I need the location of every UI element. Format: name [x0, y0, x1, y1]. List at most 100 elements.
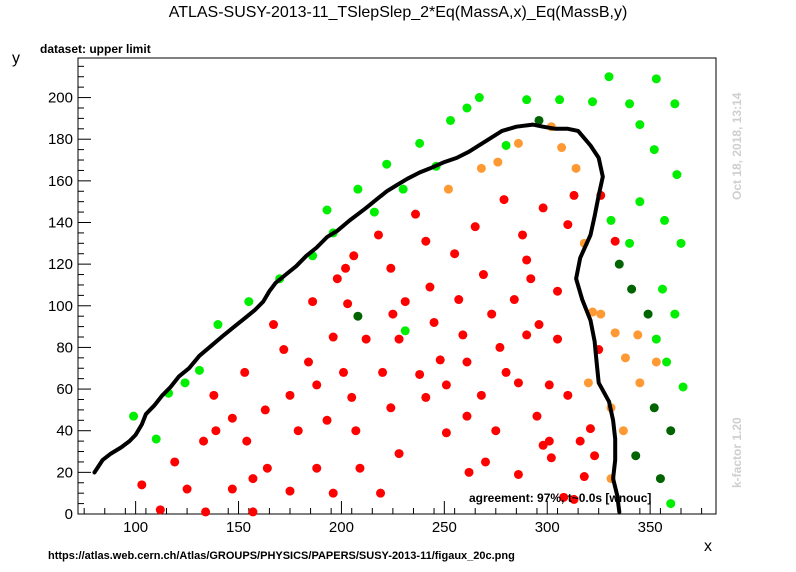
data-point-dark-green [655, 474, 665, 484]
data-point-bright-green [194, 365, 204, 375]
y-tick-label: 60 [56, 381, 73, 398]
data-point-red [415, 369, 425, 379]
data-point-bright-green [604, 72, 614, 82]
data-point-red [435, 355, 445, 365]
data-point-red [575, 436, 585, 446]
data-point-bright-green [657, 284, 667, 294]
data-point-red [351, 426, 361, 436]
data-point-bright-green [666, 499, 676, 509]
data-point-bright-green [635, 120, 645, 130]
data-point-orange [620, 353, 630, 363]
data-point-dark-green [649, 403, 659, 413]
data-point-bright-green [213, 320, 223, 330]
data-point-bright-green [676, 238, 686, 248]
data-point-red [476, 390, 486, 400]
data-point-red [355, 463, 365, 473]
data-point-orange [635, 378, 645, 388]
data-point-red [328, 488, 338, 498]
data-point-red [248, 507, 258, 517]
data-point-orange [443, 184, 453, 194]
x-axis-label: x [704, 538, 712, 555]
source-url: https://atlas.web.cern.ch/Atlas/GROUPS/P… [48, 550, 515, 562]
data-point-red [347, 392, 357, 402]
data-point-red [285, 486, 295, 496]
data-point-red [425, 282, 435, 292]
x-tick-label: 300 [535, 519, 560, 536]
data-point-red [590, 451, 600, 461]
data-point-red [522, 255, 532, 265]
data-point-red [441, 380, 451, 390]
data-point-red [388, 309, 398, 319]
data-point-red [361, 334, 371, 344]
data-point-bright-green [651, 74, 661, 84]
data-point-bright-green [474, 93, 484, 103]
data-point-red [227, 413, 237, 423]
y-tick-label: 200 [48, 90, 73, 107]
data-point-bright-green [322, 205, 332, 215]
data-point-orange [493, 157, 503, 167]
data-point-red [262, 463, 272, 473]
data-point-red [411, 209, 421, 219]
data-point-red [312, 463, 322, 473]
data-point-bright-green [678, 382, 688, 392]
data-point-dark-green [631, 451, 641, 461]
k-factor-label: k-factor 1.20 [730, 417, 744, 488]
data-point-red [338, 367, 348, 377]
data-point-orange [513, 138, 523, 148]
data-point-red [137, 480, 147, 490]
data-point-orange [557, 143, 567, 153]
data-point-red [211, 426, 221, 436]
data-point-bright-green [625, 238, 635, 248]
timestamp-label: Oct 18, 2018, 13:14 [730, 92, 744, 200]
data-point-bright-green [462, 103, 472, 113]
data-point-bright-green [625, 99, 635, 109]
data-point-red [478, 270, 488, 280]
data-point-orange [583, 378, 593, 388]
data-point-red [470, 222, 480, 232]
data-point-orange [633, 330, 643, 340]
y-tick-label: 160 [48, 173, 73, 190]
data-point-bright-green [446, 115, 456, 125]
data-point-orange [610, 328, 620, 338]
data-point-red [201, 507, 211, 517]
data-point-bright-green [588, 97, 598, 107]
data-point-red [242, 436, 252, 446]
data-point-red [454, 295, 464, 305]
data-point-red [341, 263, 351, 273]
data-point-red [563, 390, 573, 400]
data-point-red [559, 492, 569, 502]
data-point-bright-green [415, 138, 425, 148]
data-point-red [441, 428, 451, 438]
data-point-red [532, 411, 542, 421]
data-point-dark-green [627, 284, 637, 294]
data-point-bright-green [353, 184, 363, 194]
data-point-red [553, 334, 563, 344]
data-point-red [526, 274, 536, 284]
y-tick-label: 40 [56, 423, 73, 440]
y-tick-label: 0 [65, 506, 73, 523]
data-point-red [170, 457, 180, 467]
data-point-red [480, 457, 490, 467]
data-point-bright-green [660, 215, 670, 225]
data-point-bright-green [398, 184, 408, 194]
data-point-bright-green [635, 197, 645, 207]
data-point-red [209, 390, 219, 400]
data-point-bright-green [129, 411, 139, 421]
data-point-red [462, 357, 472, 367]
data-point-red [240, 367, 250, 377]
data-point-red [248, 474, 258, 484]
data-point-orange [571, 163, 581, 173]
dataset-label: dataset: upper limit [40, 42, 151, 56]
y-axis-label: y [12, 50, 20, 67]
data-point-red [569, 190, 579, 200]
y-tick-label: 80 [56, 339, 73, 356]
data-point-dark-green [666, 426, 676, 436]
data-point-red [349, 251, 359, 261]
data-point-red [260, 405, 270, 415]
agreement-annotation: agreement: 97%, t~0.0s [wnouc] [469, 491, 652, 505]
data-point-bright-green [670, 309, 680, 319]
x-tick-label: 100 [123, 519, 148, 536]
data-point-red [386, 403, 396, 413]
data-point-red [553, 286, 563, 296]
